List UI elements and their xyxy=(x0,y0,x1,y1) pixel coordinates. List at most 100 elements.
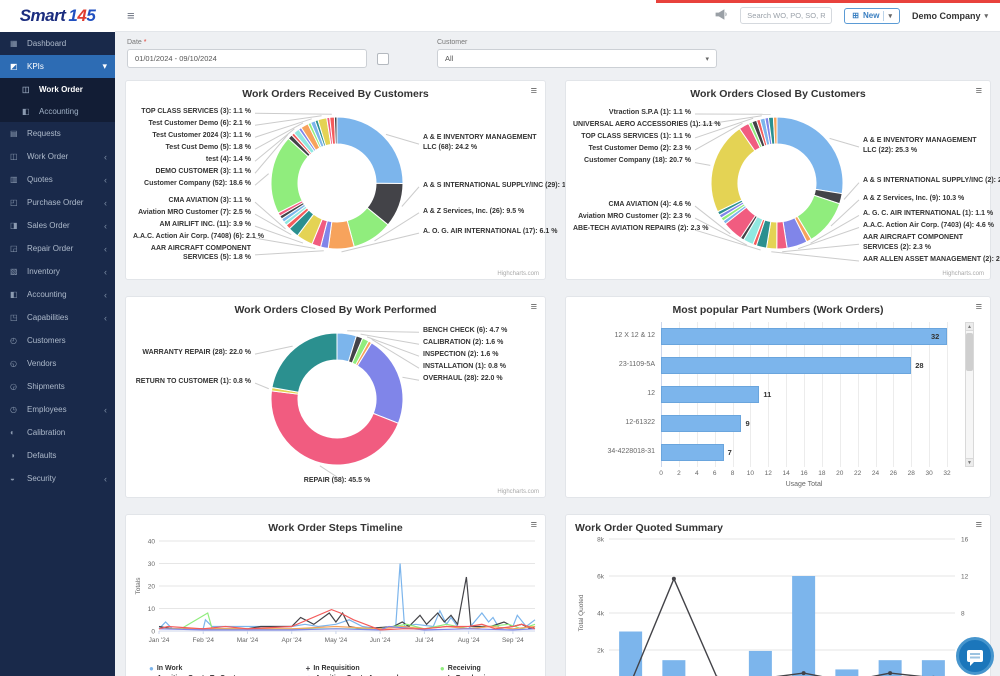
series-line-in-work[interactable] xyxy=(158,563,536,630)
chevron-collapsed-icon: ‹ xyxy=(104,220,107,231)
sidebar-subitem-work-order[interactable]: ◫ Work Order xyxy=(0,78,115,100)
column-bar[interactable] xyxy=(619,631,643,676)
x-tick-label: 28 xyxy=(907,470,915,477)
svg-text:10: 10 xyxy=(148,606,156,613)
bar-34-4228018-31[interactable] xyxy=(661,444,724,461)
x-tick-label: 22 xyxy=(854,470,862,477)
donut-slice-overhaul[interactable] xyxy=(356,342,404,424)
sidebar-item-quotes[interactable]: ▥ Quotes ‹ xyxy=(0,168,115,191)
search-input[interactable] xyxy=(740,7,833,24)
column-bar[interactable] xyxy=(921,660,945,676)
sidebar-item-label: Work Order xyxy=(27,152,69,161)
chart-panel-closed-by-work-performed: Work Orders Closed By Work Performed ≡ B… xyxy=(125,296,546,498)
sidebar-item-purchase-order[interactable]: ◰ Purchase Order ‹ xyxy=(0,191,115,214)
company-caret-icon: ▾ xyxy=(984,12,988,20)
accounting-icon: ◧ xyxy=(22,106,30,116)
scroll-up-icon[interactable]: ▲ xyxy=(965,322,974,331)
slice-label: AM AIRLIFT INC. (11): 3.9 % xyxy=(159,220,251,228)
sidebar-item-dashboard[interactable]: ▦ Dashboard xyxy=(0,32,115,55)
work-order-icon: ◫ xyxy=(22,84,30,94)
sidebar-item-kpis[interactable]: ◩ KPIs ▾ xyxy=(0,55,115,78)
donut-slice-a-e-inventory-management-llc[interactable] xyxy=(336,116,404,185)
sidebar-item-vendors[interactable]: ◵ Vendors xyxy=(0,352,115,375)
donut-slice[interactable] xyxy=(772,116,778,145)
donut-slice-a-e-inventory-management-llc[interactable] xyxy=(776,116,844,195)
column-bar[interactable] xyxy=(748,650,772,676)
column-bar[interactable] xyxy=(792,576,816,676)
company-menu[interactable]: Demo Company ▾ xyxy=(911,10,988,21)
sidebar-item-customers[interactable]: ◴ Customers xyxy=(0,329,115,352)
slice-label: AAR AIRCRAFT COMPONENT SERVICES (2): 2.3 … xyxy=(863,234,964,251)
chart-menu-icon[interactable]: ≡ xyxy=(975,301,982,313)
donut-slice-repair[interactable] xyxy=(270,390,399,466)
announcements-icon[interactable] xyxy=(715,7,728,25)
sidebar-item-inventory[interactable]: ▧ Inventory ‹ xyxy=(0,260,115,283)
bar-12[interactable] xyxy=(661,386,760,403)
bar-12-61322[interactable] xyxy=(661,415,742,432)
sidebar-item-work-order[interactable]: ◫ Work Order ‹ xyxy=(0,145,115,168)
sidebar-item-requests[interactable]: ▤ Requests xyxy=(0,122,115,145)
chart-menu-icon[interactable]: ≡ xyxy=(975,519,982,531)
column-bar[interactable] xyxy=(835,669,859,676)
chevron-collapsed-icon: ‹ xyxy=(104,473,107,484)
chevron-down-icon: ▾ xyxy=(102,61,107,71)
chevron-collapsed-icon: ‹ xyxy=(104,151,107,162)
chart-panel-steps-timeline: Work Order Steps Timeline ≡ 0 10 20 30 40 Jan… xyxy=(125,514,546,676)
date-label: Date * xyxy=(127,39,147,46)
chart-menu-icon[interactable]: ≡ xyxy=(530,301,537,313)
sidebar-item-accounting[interactable]: ◧ Accounting ‹ xyxy=(0,283,115,306)
slice-label: REPAIR (58): 45.5 % xyxy=(303,477,371,484)
chart-menu-icon[interactable]: ≡ xyxy=(530,85,537,97)
column-bar[interactable] xyxy=(878,660,902,676)
new-button[interactable]: ⊞ New ▾ xyxy=(844,7,900,24)
sidebar-item-repair-order[interactable]: ◲ Repair Order ‹ xyxy=(0,237,115,260)
menu-toggle-icon[interactable]: ≡ xyxy=(127,8,135,23)
quotes-icon: ▥ xyxy=(10,175,18,184)
line-marker[interactable] xyxy=(801,671,806,676)
date-range-input[interactable] xyxy=(127,49,367,68)
line-marker[interactable] xyxy=(671,576,676,581)
slice-label: CALIBRATION (2): 1.6 % xyxy=(423,338,504,346)
bar-chart: 0 2 4 6 8 10 12 14 16 18 20 22 24 26 28 30 32 12 X 12 & 1… xyxy=(573,318,983,496)
x-tick-label: Jul '24 xyxy=(415,637,434,644)
x-tick-label: 16 xyxy=(800,470,808,477)
donut-slice[interactable] xyxy=(333,116,338,145)
sidebar-item-security[interactable]: ◒ Security ‹ xyxy=(0,467,115,490)
chart-menu-icon[interactable]: ≡ xyxy=(530,519,537,531)
calendar-toggle-icon[interactable] xyxy=(377,52,389,65)
line-marker[interactable] xyxy=(888,671,893,676)
legend-label: In Requisition xyxy=(313,665,360,672)
customer-select[interactable]: All ▾ xyxy=(437,49,717,68)
chat-widget-button[interactable] xyxy=(956,637,994,675)
scroll-down-icon[interactable]: ▼ xyxy=(965,458,974,467)
chart-title: Work Order Quoted Summary xyxy=(575,522,724,534)
employees-icon: ◷ xyxy=(10,405,17,414)
y-axis-title: Totals xyxy=(135,577,142,595)
bar-12-x-12-12[interactable] xyxy=(661,328,947,345)
legend-item-in-requisition[interactable]: + In Requisition xyxy=(306,664,440,674)
sidebar-item-capabilities[interactable]: ◳ Capabilities ‹ xyxy=(0,306,115,329)
svg-text:30: 30 xyxy=(148,561,156,568)
sidebar-subitem-accounting[interactable]: ◧ Accounting xyxy=(0,100,115,122)
bar-23-1109-5a[interactable] xyxy=(661,357,912,374)
chart-menu-icon[interactable]: ≡ xyxy=(975,85,982,97)
sidebar-item-shipments[interactable]: ◶ Shipments xyxy=(0,375,115,398)
sidebar-item-employees[interactable]: ◷ Employees ‹ xyxy=(0,398,115,421)
y-tick-right: 16 xyxy=(961,537,969,544)
y-tick-left: 4k xyxy=(597,611,605,618)
sidebar-item-calibration[interactable]: ◐ Calibration xyxy=(0,421,115,444)
legend-item-receiving[interactable]: ● Receiving xyxy=(440,664,522,674)
chart-title: Work Order Steps Timeline xyxy=(268,522,403,534)
sidebar-item-sales-order[interactable]: ◨ Sales Order ‹ xyxy=(0,214,115,237)
scrollbar-thumb[interactable] xyxy=(966,333,973,371)
x-tick-label: 4 xyxy=(694,470,699,477)
series-line-in-purchasing[interactable] xyxy=(158,608,536,631)
series-line-in-requisition[interactable] xyxy=(158,576,536,630)
sidebar-item-defaults[interactable]: ◑ Defaults xyxy=(0,444,115,467)
donut-slice-warranty-repair[interactable] xyxy=(271,332,338,393)
legend-item-in-work[interactable]: ● In Work xyxy=(149,664,306,674)
x-tick-label: 8 xyxy=(730,470,735,477)
column-bar[interactable] xyxy=(662,660,686,676)
line-chart: 0 10 20 30 40 Jan '24 Feb '24 Mar '24 Apr '24 May… xyxy=(133,535,538,663)
